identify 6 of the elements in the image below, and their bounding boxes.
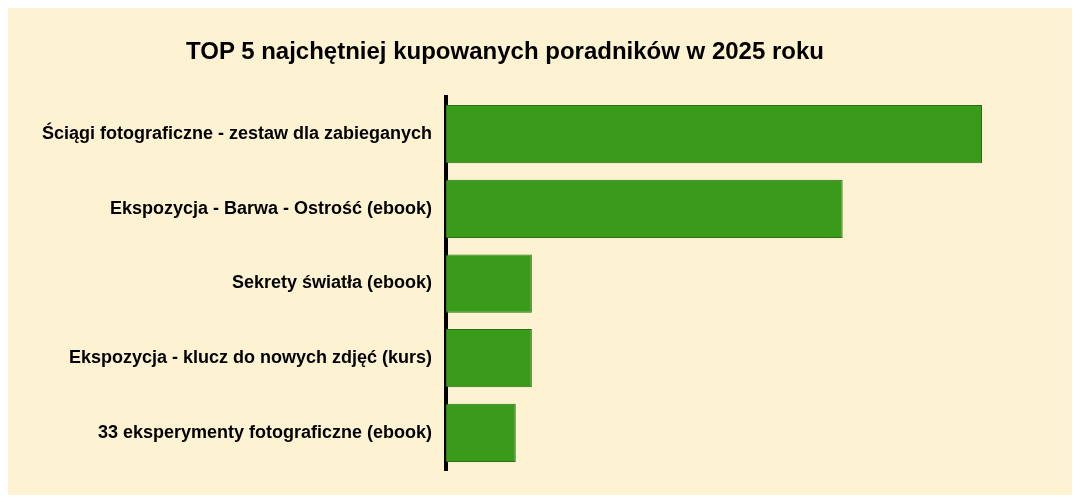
y-tick-label: Sekrety światła (ebook) (232, 272, 433, 293)
y-tick-label: Ściągi fotograficzne - zestaw dla zabieganych (42, 122, 433, 144)
y-tick-label: 33 eksperymenty fotograficzne (ebook) (98, 421, 433, 442)
y-tick-label: Ekspozycja - Barwa - Ostrość (ebook) (110, 197, 433, 218)
chart-title: TOP 5 najchętniej kupowanych poradników w 2025 roku (186, 37, 824, 65)
y-tick-label: Ekspozycja - klucz do nowych zdjęć (kurs) (69, 347, 433, 368)
